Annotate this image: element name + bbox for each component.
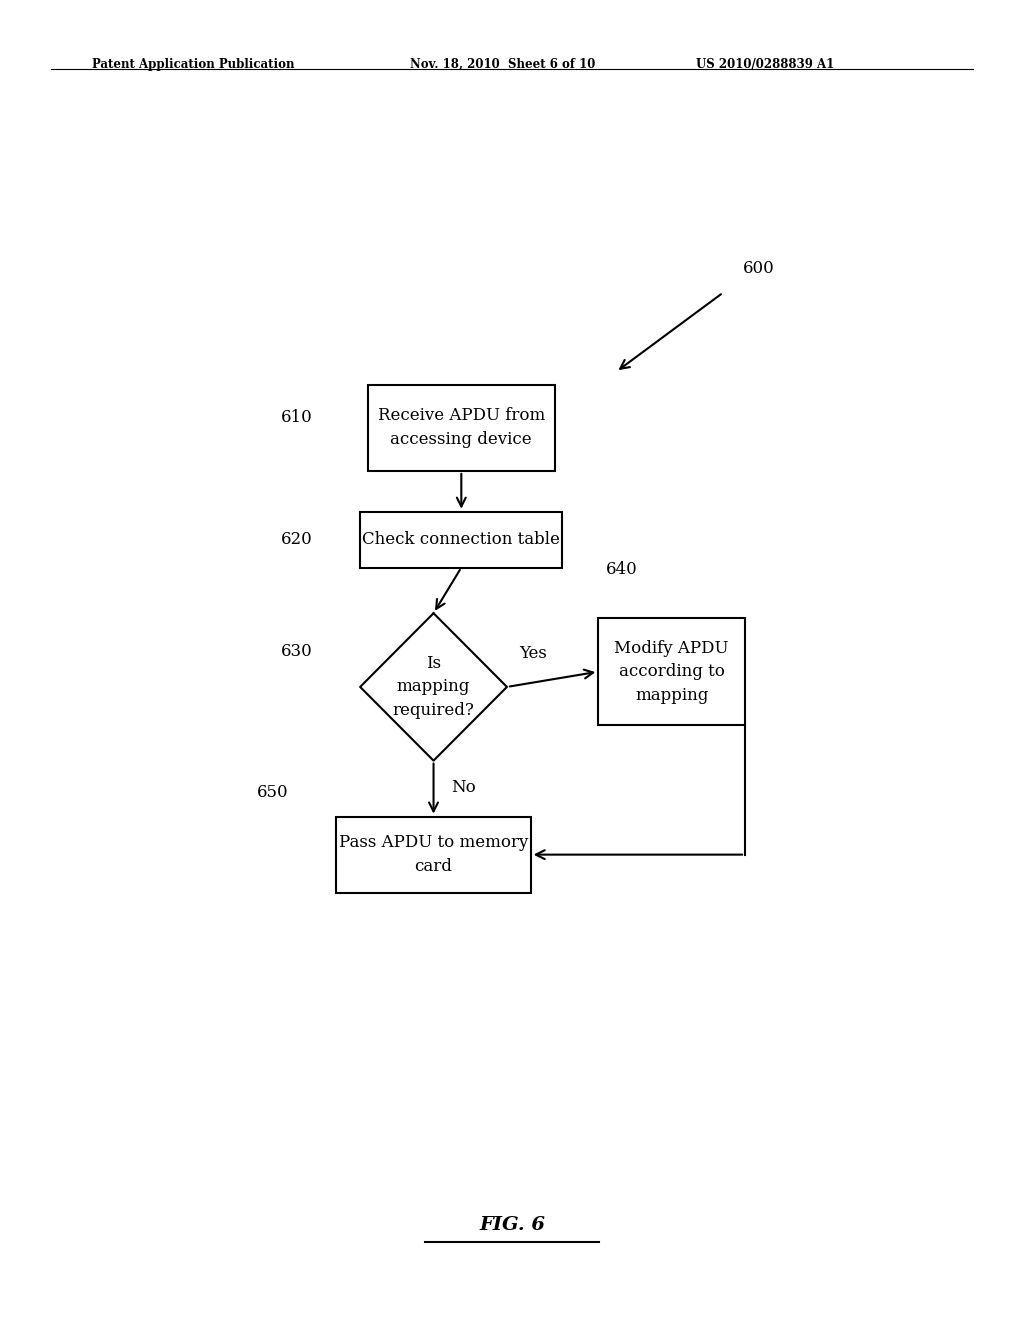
- Bar: [336, 817, 530, 892]
- Text: 620: 620: [281, 531, 312, 548]
- Text: Nov. 18, 2010  Sheet 6 of 10: Nov. 18, 2010 Sheet 6 of 10: [410, 58, 595, 71]
- Text: No: No: [451, 779, 476, 796]
- Text: FIG. 6: FIG. 6: [479, 1216, 545, 1234]
- Text: Modify APDU
according to
mapping: Modify APDU according to mapping: [614, 640, 729, 704]
- Text: 600: 600: [743, 260, 775, 277]
- Bar: [360, 512, 562, 568]
- Text: Is
mapping
required?: Is mapping required?: [392, 655, 474, 719]
- Text: Yes: Yes: [519, 644, 547, 661]
- Bar: [598, 618, 745, 725]
- Text: 610: 610: [281, 409, 312, 426]
- Text: 630: 630: [281, 643, 312, 660]
- Text: Pass APDU to memory
card: Pass APDU to memory card: [339, 834, 528, 875]
- Text: US 2010/0288839 A1: US 2010/0288839 A1: [696, 58, 835, 71]
- Text: 650: 650: [257, 784, 289, 801]
- Bar: [368, 384, 555, 471]
- Text: Receive APDU from
accessing device: Receive APDU from accessing device: [378, 408, 545, 447]
- Text: 640: 640: [606, 561, 638, 578]
- Text: Patent Application Publication: Patent Application Publication: [92, 58, 295, 71]
- Text: Check connection table: Check connection table: [362, 531, 560, 548]
